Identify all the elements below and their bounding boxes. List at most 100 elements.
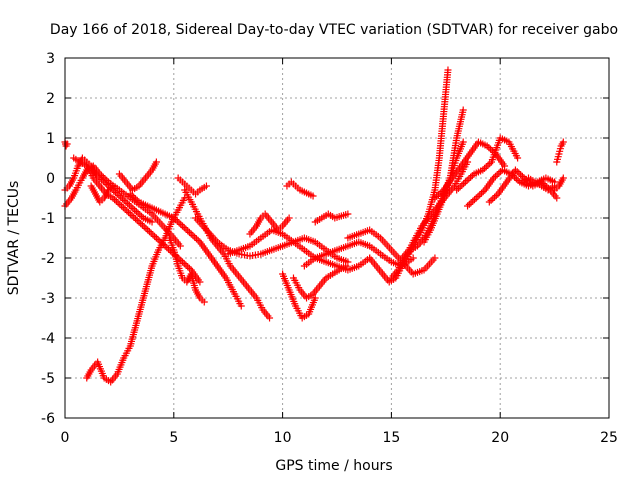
axis-ticks xyxy=(64,57,610,419)
data-point xyxy=(144,226,152,234)
data-point xyxy=(459,138,467,146)
y-tick-label: -4 xyxy=(41,331,55,347)
data-point xyxy=(559,138,567,146)
data-point xyxy=(553,194,561,202)
data-point xyxy=(463,176,471,184)
x-tick-labels: 0 5 10 15 20 25 xyxy=(61,430,618,446)
data-point xyxy=(467,199,475,207)
data-point xyxy=(487,145,495,153)
series-arc25 xyxy=(420,106,467,246)
y-tick-label: 0 xyxy=(46,171,55,187)
data-point xyxy=(187,230,195,238)
y-tick-label: -2 xyxy=(41,251,55,267)
series-arc6 xyxy=(87,182,117,206)
data-point xyxy=(514,154,522,162)
data-point xyxy=(184,263,192,271)
y-axis-label: SDTVAR / TECUs xyxy=(6,181,22,296)
data-point xyxy=(237,302,245,310)
data-point xyxy=(180,260,188,268)
data-point xyxy=(185,264,193,272)
series-arc32 xyxy=(551,174,567,194)
data-point xyxy=(431,254,439,262)
data-point xyxy=(184,227,192,235)
data-point xyxy=(444,66,452,74)
chart-title: Day 166 of 2018, Sidereal Day-to-day VTE… xyxy=(50,22,618,38)
x-tick-label: 20 xyxy=(491,430,509,446)
data-point xyxy=(191,233,199,241)
data-point xyxy=(484,161,492,169)
data-point xyxy=(465,175,473,183)
y-tick-labels: -6 -5 -4 -3 -2 -1 0 1 2 3 xyxy=(41,51,55,427)
data-point xyxy=(492,192,500,200)
data-point xyxy=(185,228,193,236)
data-point xyxy=(458,181,466,189)
data-point xyxy=(459,106,467,114)
data-point xyxy=(409,254,417,262)
data-point xyxy=(482,163,490,171)
data-point xyxy=(285,214,293,222)
y-tick-label: 3 xyxy=(46,51,55,67)
y-tick-label: 2 xyxy=(46,91,55,107)
data-point xyxy=(461,178,469,186)
data-point xyxy=(559,174,567,182)
y-tick-label: -1 xyxy=(41,211,55,227)
series-arc1 xyxy=(61,138,71,150)
data-point xyxy=(196,278,204,286)
series-arc10 xyxy=(165,234,208,306)
data-point xyxy=(177,220,185,228)
series-arc19 xyxy=(311,210,352,226)
data-point xyxy=(479,188,487,196)
data-point xyxy=(469,197,477,205)
y-tick-label: 1 xyxy=(46,131,55,147)
data-point xyxy=(180,224,188,232)
y-tick-label: -6 xyxy=(41,411,55,427)
data-point xyxy=(145,228,153,236)
data-point xyxy=(474,192,482,200)
series-arc9 xyxy=(126,190,245,310)
data-points xyxy=(61,66,567,386)
series-arc8 xyxy=(115,158,160,194)
data-point xyxy=(182,261,190,269)
x-axis-label: GPS time / hours xyxy=(275,458,392,474)
data-point xyxy=(489,195,497,203)
data-point xyxy=(309,192,317,200)
series-arc31 xyxy=(553,138,567,166)
data-point xyxy=(149,231,157,239)
data-point xyxy=(465,200,473,208)
series-arc7 xyxy=(83,194,189,386)
x-tick-label: 25 xyxy=(600,430,618,446)
data-point xyxy=(189,232,197,240)
y-tick-label: -3 xyxy=(41,291,55,307)
data-point xyxy=(487,196,495,204)
x-tick-label: 0 xyxy=(61,430,70,446)
data-point xyxy=(182,225,190,233)
series-arc27 xyxy=(453,134,522,194)
data-point xyxy=(464,202,472,210)
series-arc18 xyxy=(283,178,317,200)
data-point xyxy=(344,258,352,266)
series-arc15 xyxy=(246,210,293,238)
data-point xyxy=(477,189,485,197)
data-point xyxy=(142,224,150,232)
data-point xyxy=(491,172,499,180)
data-point xyxy=(175,219,183,227)
grid-lines xyxy=(65,58,609,418)
data-point xyxy=(311,294,319,302)
series-arc2 xyxy=(61,162,184,250)
data-point xyxy=(148,218,156,226)
series-arc17 xyxy=(289,262,350,302)
x-tick-label: 15 xyxy=(382,430,400,446)
data-point xyxy=(344,210,352,218)
series-arc4 xyxy=(70,154,156,226)
plot-frame xyxy=(64,57,610,419)
x-tick-label: 10 xyxy=(274,430,292,446)
data-point xyxy=(176,242,184,250)
data-point xyxy=(165,245,173,253)
data-point xyxy=(476,191,484,199)
data-point xyxy=(109,182,117,190)
data-point xyxy=(485,198,493,206)
data-point xyxy=(266,314,274,322)
data-point xyxy=(202,182,210,190)
